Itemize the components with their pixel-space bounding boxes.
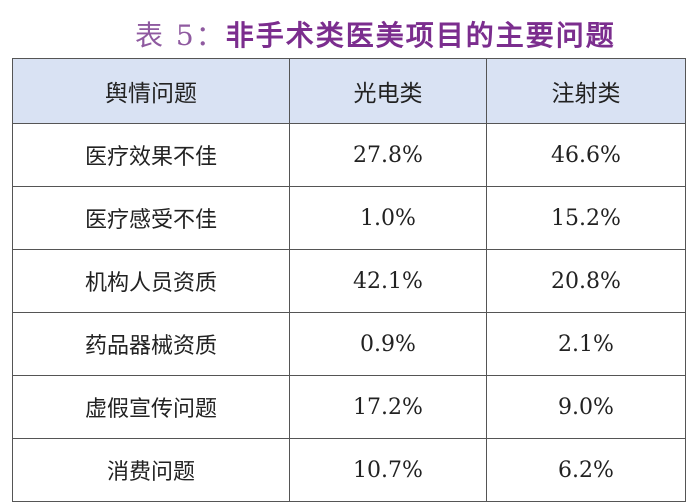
table-row: 机构人员资质 42.1% 20.8% (12, 249, 686, 313)
issue-cell: 虚假宣传问题 (12, 375, 290, 439)
photoelectric-cell: 27.8% (288, 123, 488, 187)
table-row: 虚假宣传问题 17.2% 9.0% (12, 375, 686, 439)
photoelectric-cell: 1.0% (288, 186, 488, 250)
table-title: 表 5：非手术类医美项目的主要问题 (135, 14, 616, 54)
photoelectric-cell: 42.1% (288, 249, 488, 313)
injection-cell: 6.2% (486, 438, 686, 502)
injection-cell: 9.0% (486, 375, 686, 439)
photoelectric-cell: 10.7% (288, 438, 488, 502)
issue-cell: 药品器械资质 (12, 312, 290, 376)
issue-cell: 机构人员资质 (12, 249, 290, 313)
injection-cell: 15.2% (486, 186, 686, 250)
issue-cell: 医疗效果不佳 (12, 123, 290, 187)
header-row: 舆情问题 光电类 注射类 (12, 58, 686, 124)
issue-cell: 医疗感受不佳 (12, 186, 290, 250)
photoelectric-cell: 0.9% (288, 312, 488, 376)
header-issue: 舆情问题 (12, 58, 290, 124)
issue-cell: 消费问题 (12, 438, 290, 502)
table-row: 消费问题 10.7% 6.2% (12, 438, 686, 502)
issues-table: 舆情问题 光电类 注射类 医疗效果不佳 27.8% 46.6% 医疗感受不佳 1.0% 1… (12, 58, 686, 502)
table-row: 医疗感受不佳 1.0% 15.2% (12, 186, 686, 250)
injection-cell: 20.8% (486, 249, 686, 313)
table-row: 药品器械资质 0.9% 2.1% (12, 312, 686, 376)
table-title-text: 非手术类医美项目的主要问题 (225, 19, 616, 52)
header-photoelectric: 光电类 (288, 58, 488, 124)
photoelectric-cell: 17.2% (288, 375, 488, 439)
injection-cell: 46.6% (486, 123, 686, 187)
header-injection: 注射类 (486, 58, 686, 124)
table-row: 医疗效果不佳 27.8% 46.6% (12, 123, 686, 187)
injection-cell: 2.1% (486, 312, 686, 376)
table-number: 表 5： (135, 19, 226, 52)
